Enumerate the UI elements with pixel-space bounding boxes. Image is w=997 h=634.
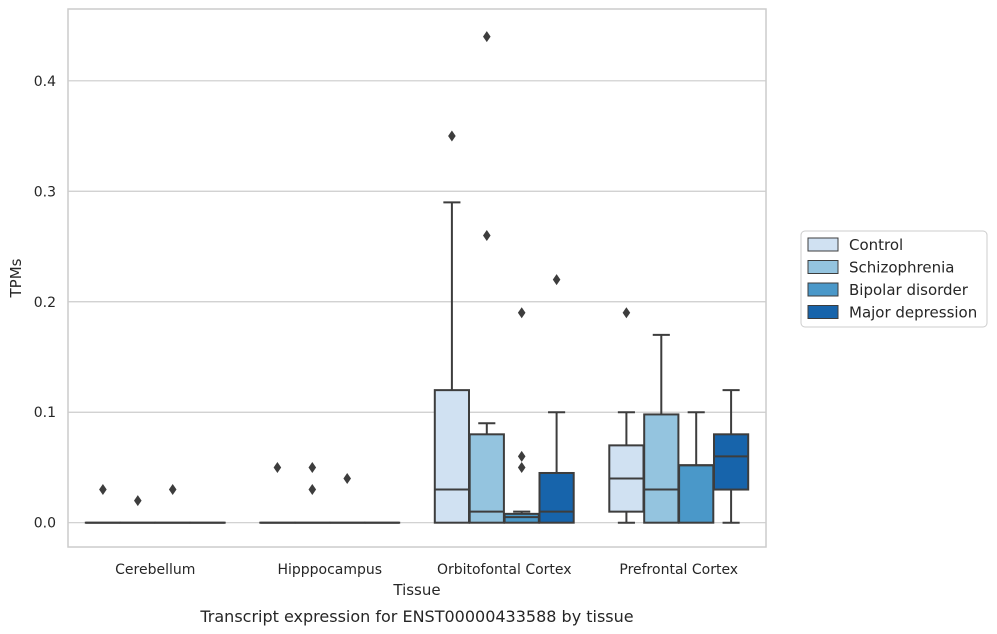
y-tick-label: 0.0 [34, 516, 56, 532]
outlier-point [343, 473, 351, 485]
outlier-point [134, 495, 142, 507]
boxes [84, 31, 750, 524]
outlier-point [308, 461, 317, 473]
x-tick-label: Orbitofontal Cortex [437, 562, 572, 578]
box-1-2 [329, 473, 366, 524]
outlier-point [168, 484, 177, 496]
legend-swatch [807, 260, 839, 274]
y-tick-labels: 0.0 0.1 0.2 0.3 0.4 [34, 74, 56, 532]
box-0-2 [154, 484, 191, 524]
legend-label: Major depression [849, 304, 977, 322]
box-2-0 [433, 130, 471, 524]
box-0-0 [84, 484, 122, 524]
legend-item: Schizophrenia [807, 259, 954, 277]
legend-item: Control [807, 236, 903, 254]
box-body [468, 433, 505, 524]
x-tick-labels: Cerebellum Hipppocampus Orbitofontal Corte… [115, 562, 738, 578]
outlier-point [483, 31, 491, 43]
outlier-point [517, 461, 526, 473]
box-body [538, 471, 575, 524]
box-3-1 [643, 333, 680, 524]
x-tick-label: Cerebellum [115, 562, 195, 578]
box-3-3 [712, 389, 750, 524]
y-tick-label: 0.2 [34, 295, 56, 311]
box-body [678, 464, 715, 524]
legend-swatch [807, 237, 839, 252]
outlier-point [517, 307, 526, 319]
y-tick-label: 0.4 [34, 74, 56, 90]
y-axis-label: TPMs [7, 258, 25, 298]
box-3-2 [678, 411, 715, 524]
outlier-point [483, 229, 491, 241]
box-1-0 [259, 461, 296, 524]
box-0-1 [119, 495, 156, 524]
box-1-1 [294, 461, 331, 524]
x-axis-label: Tissue [392, 581, 440, 599]
legend-swatch [807, 282, 839, 297]
legend-item: Bipolar disorder [807, 281, 969, 299]
box-body [712, 433, 750, 491]
box-2-3 [538, 274, 575, 524]
box-body [503, 512, 540, 524]
box-body [433, 389, 471, 524]
chart-caption: Transcript expression for ENST0000043358… [199, 607, 633, 626]
y-tick-label: 0.3 [34, 184, 56, 200]
box-3-0 [608, 307, 645, 524]
outlier-point [308, 484, 317, 496]
x-tick-label: Hipppocampus [277, 562, 382, 578]
box-body [643, 413, 680, 524]
y-tick-label: 0.1 [34, 405, 56, 421]
legend-item: Major depression [807, 304, 977, 322]
outlier-point [273, 461, 282, 473]
plot-frame [67, 8, 767, 548]
legend-frame [800, 230, 988, 328]
legend-label: Control [849, 236, 903, 254]
box-2-1 [468, 31, 505, 524]
outlier-point [622, 307, 631, 319]
box-2-2 [503, 307, 540, 524]
outlier-point [99, 484, 107, 496]
legend: Control Schizophrenia Bipolar disorder Majo… [800, 230, 988, 328]
outlier-point [552, 274, 561, 286]
x-tick-label: Prefrontal Cortex [619, 562, 738, 578]
outlier-point [448, 130, 456, 142]
legend-swatch [807, 305, 839, 319]
outlier-point [517, 450, 526, 462]
legend-label: Schizophrenia [849, 259, 954, 277]
legend-label: Bipolar disorder [849, 281, 969, 299]
